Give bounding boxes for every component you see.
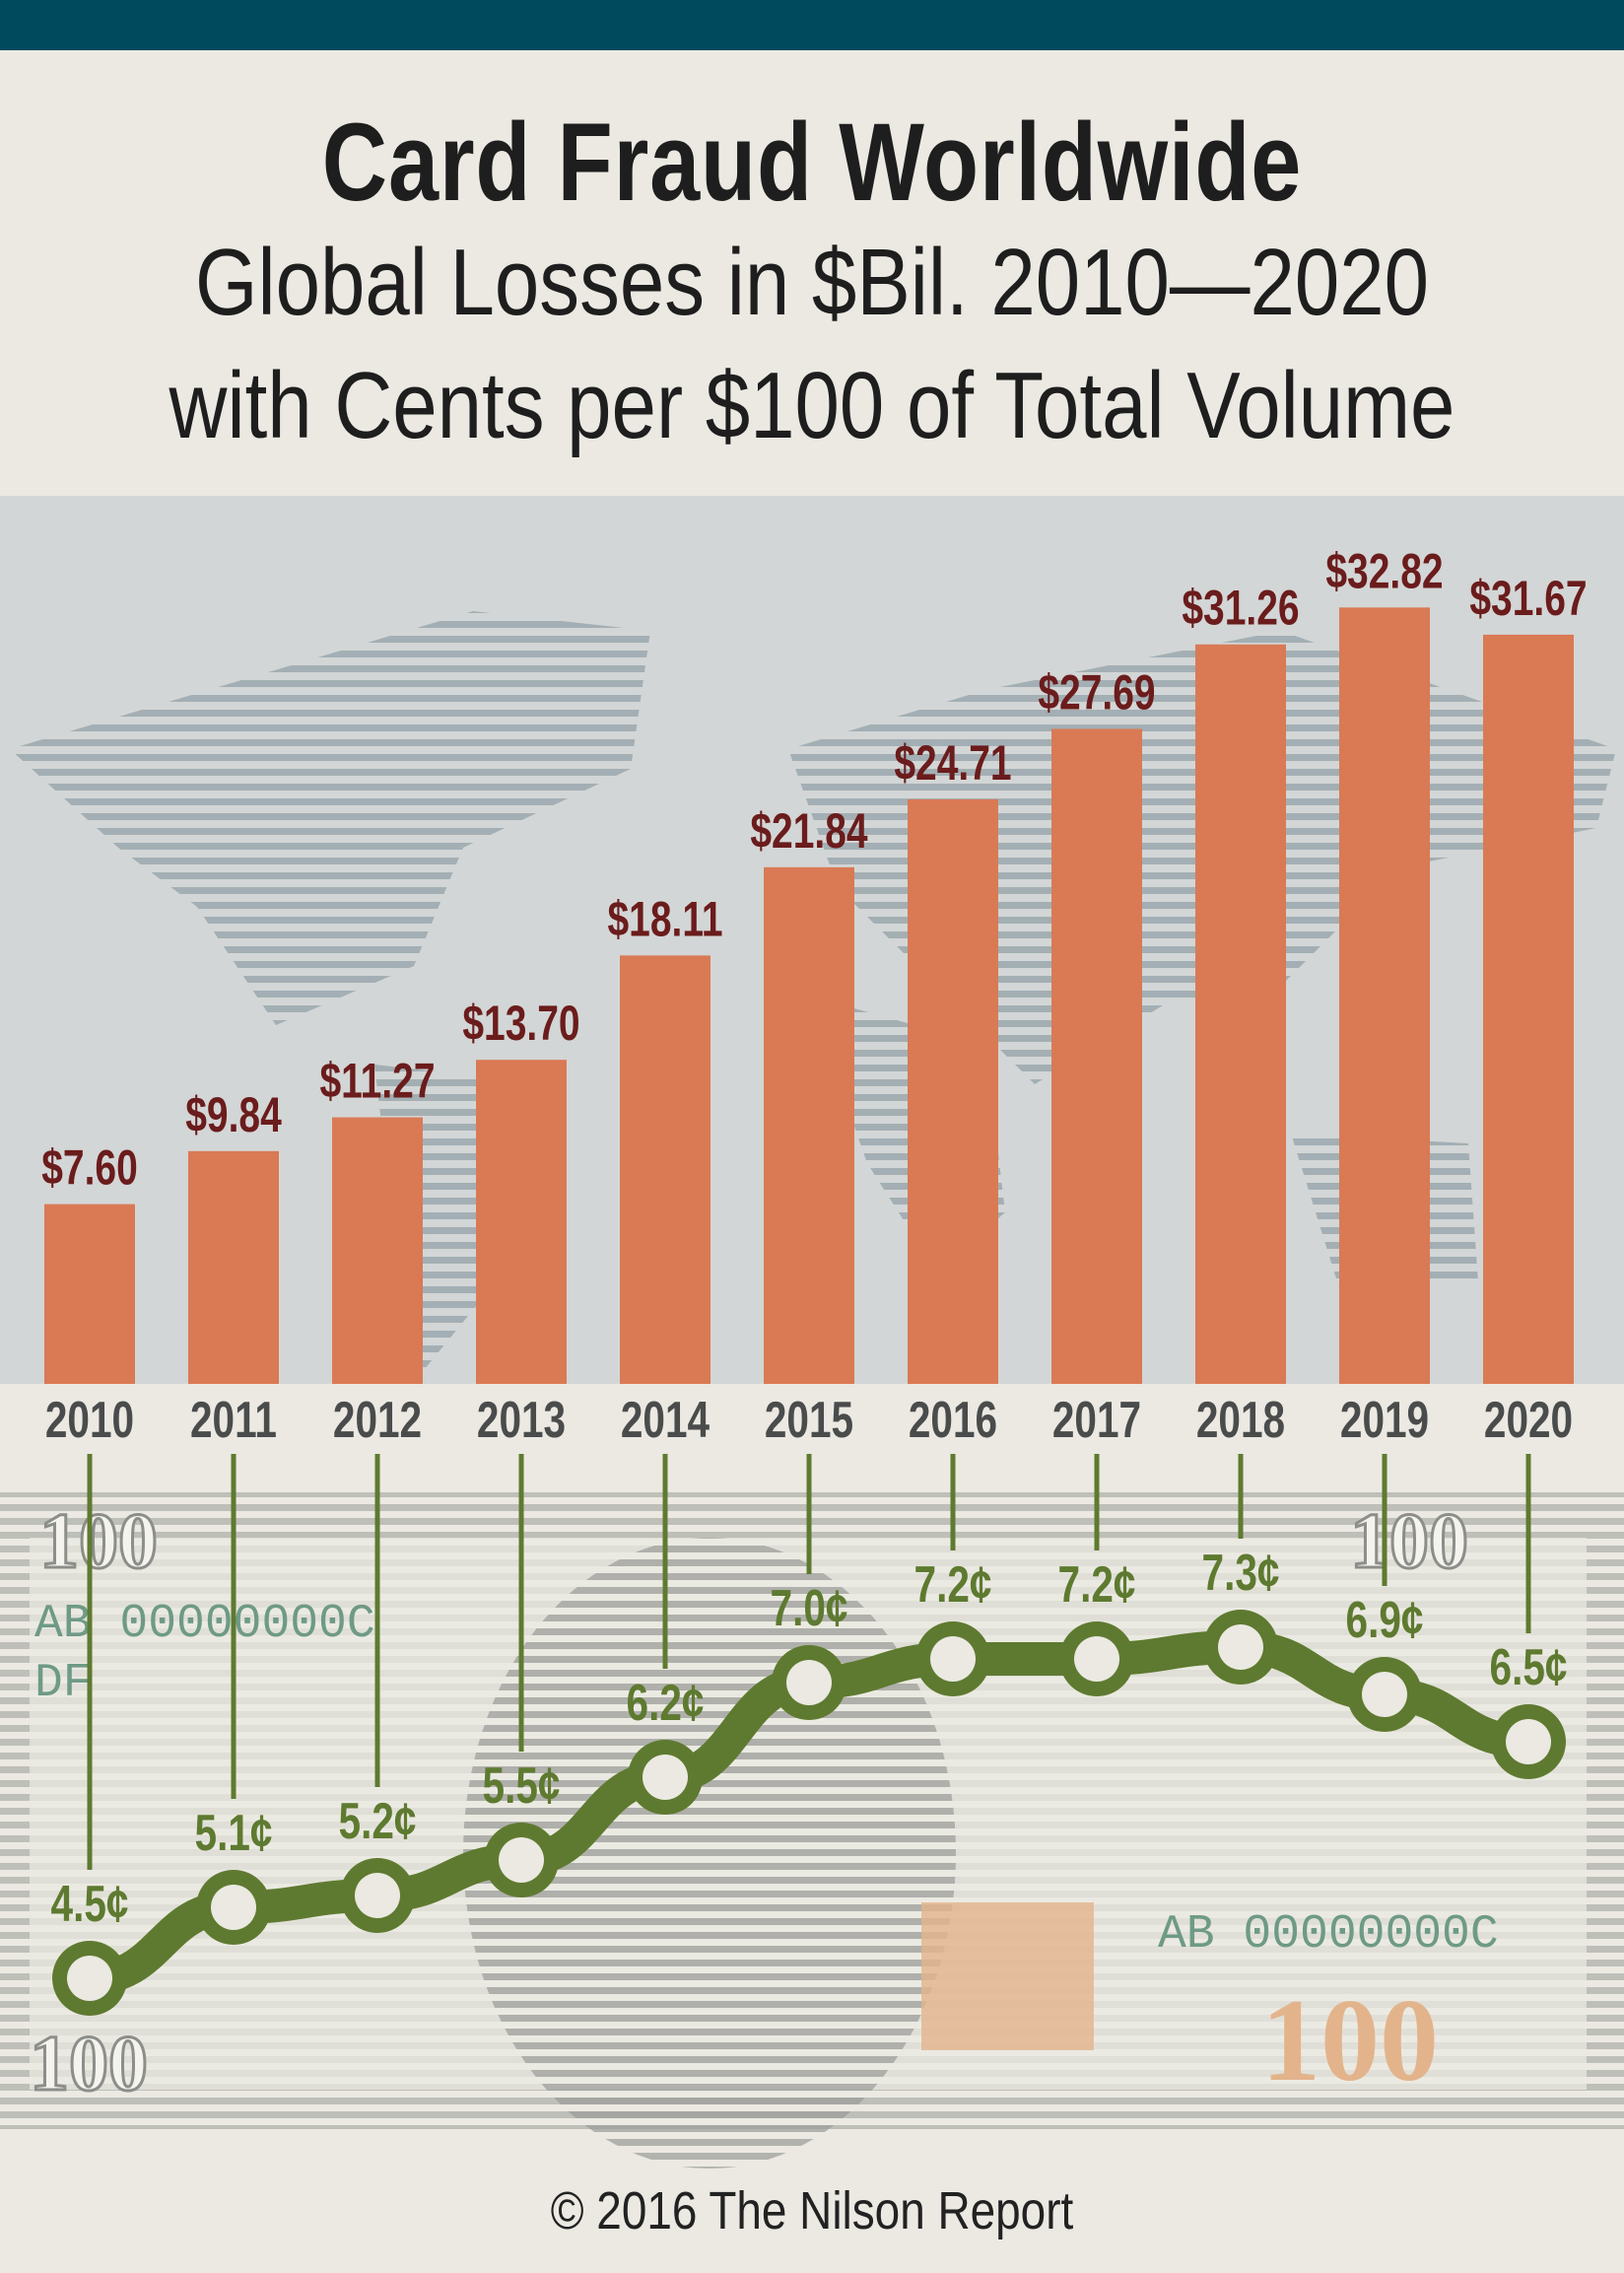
cents-point-2018 (1218, 1624, 1263, 1670)
bar-value-label-2014: $18.11 (607, 891, 722, 947)
bar-value-label-2016: $24.71 (894, 734, 1011, 791)
bank-note-decoration: 100 100 100 100 AB 00000000C DF AB 00000… (0, 1492, 1624, 2169)
bar-2015 (764, 866, 854, 1384)
cents-label-2018: 7.3¢ (1202, 1544, 1280, 1601)
cents-label-2020: 6.5¢ (1490, 1638, 1568, 1695)
bar-value-label-2012: $11.27 (319, 1053, 435, 1109)
bar-value-label-2020: $31.67 (1469, 570, 1587, 626)
cents-label-2016: 7.2¢ (914, 1555, 992, 1613)
year-label-2017: 2017 (1052, 1391, 1141, 1448)
year-label-2019: 2019 (1340, 1391, 1429, 1448)
bill-denomination-bottom-right: 100 (1261, 1974, 1439, 2105)
cents-label-2014: 6.2¢ (627, 1674, 705, 1731)
cents-label-2015: 7.0¢ (771, 1579, 848, 1636)
cents-label-2010: 4.5¢ (51, 1875, 129, 1932)
cents-point-2015 (786, 1660, 832, 1705)
cents-label-2013: 5.5¢ (483, 1756, 561, 1814)
bar-value-label-2019: $32.82 (1325, 543, 1443, 599)
year-label-2018: 2018 (1196, 1391, 1285, 1448)
copyright-footer: © 2016 The Nilson Report (550, 2181, 1074, 2240)
bill-serial-bottom: AB 00000000C (1158, 1908, 1499, 1962)
bill-serial-top: AB 00000000C (34, 1598, 375, 1651)
bar-2011 (188, 1150, 279, 1384)
bar-2020 (1483, 634, 1574, 1384)
year-label-2016: 2016 (909, 1391, 997, 1448)
cents-point-2010 (67, 1956, 112, 2001)
bar-2019 (1339, 607, 1430, 1384)
year-label-2010: 2010 (45, 1391, 134, 1448)
bar-2012 (332, 1117, 423, 1384)
bill-series-letters: DF (34, 1657, 92, 1710)
bar-2017 (1051, 728, 1142, 1384)
year-label-2015: 2015 (765, 1391, 853, 1448)
chart-subtitle-line-1: Global Losses in $Bil. 2010—2020 (194, 230, 1429, 335)
cents-point-2016 (930, 1636, 976, 1682)
cents-point-2019 (1362, 1672, 1407, 1717)
year-label-2020: 2020 (1484, 1391, 1573, 1448)
bar-value-label-2011: $9.84 (185, 1086, 282, 1142)
bar-2010 (44, 1204, 135, 1384)
cents-label-2019: 6.9¢ (1346, 1591, 1424, 1648)
cents-point-2012 (355, 1873, 400, 1918)
bill-denomination-bottom-left: 100 (30, 2021, 148, 2107)
bar-2014 (620, 955, 710, 1384)
bar-2018 (1195, 644, 1286, 1384)
cents-point-2014 (643, 1755, 688, 1800)
cents-label-2012: 5.2¢ (339, 1792, 417, 1849)
cents-label-2017: 7.2¢ (1058, 1555, 1136, 1613)
year-label-2013: 2013 (477, 1391, 566, 1448)
cents-point-2020 (1506, 1719, 1551, 1764)
bar-2013 (476, 1060, 567, 1384)
year-label-2012: 2012 (333, 1391, 422, 1448)
cents-point-2013 (499, 1837, 544, 1883)
bar-value-label-2010: $7.60 (41, 1139, 138, 1196)
top-banner (0, 0, 1624, 50)
cents-point-2011 (211, 1885, 256, 1930)
bar-2016 (908, 798, 998, 1384)
chart-title: Card Fraud Worldwide (321, 101, 1303, 224)
bill-denomination-top-right: 100 (1350, 1498, 1468, 1585)
chart-subtitle-line-2: with Cents per $100 of Total Volume (169, 353, 1455, 458)
year-label-2014: 2014 (621, 1391, 710, 1448)
cents-label-2011: 5.1¢ (195, 1804, 273, 1861)
cents-point-2017 (1074, 1636, 1119, 1682)
bar-value-label-2018: $31.26 (1182, 580, 1299, 636)
bar-value-label-2017: $27.69 (1038, 664, 1155, 721)
year-label-2011: 2011 (190, 1391, 277, 1448)
bar-value-label-2015: $21.84 (750, 802, 867, 859)
bill-denomination-top-left: 100 (39, 1498, 158, 1585)
bar-value-label-2013: $13.70 (462, 995, 579, 1051)
